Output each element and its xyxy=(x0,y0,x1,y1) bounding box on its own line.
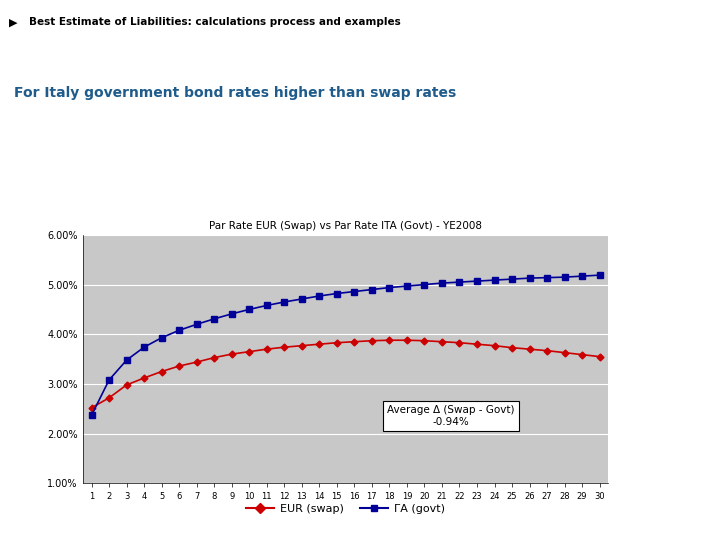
ΓA (govt) xyxy=(508,276,516,282)
ΓA (govt) xyxy=(192,321,201,328)
EUR (swap) xyxy=(455,340,464,346)
EUR (swap) xyxy=(525,346,534,353)
EUR (swap) xyxy=(315,341,324,347)
EUR (swap) xyxy=(333,340,341,346)
EUR (swap) xyxy=(560,349,569,356)
ΓA (govt) xyxy=(210,315,219,322)
EUR (swap) xyxy=(508,345,516,351)
ΓA (govt) xyxy=(543,274,552,281)
ΓA (govt) xyxy=(367,286,376,293)
ΓA (govt) xyxy=(472,278,481,285)
ΓA (govt) xyxy=(577,273,586,279)
ΓA (govt) xyxy=(490,277,499,284)
ΓA (govt) xyxy=(525,275,534,281)
EUR (swap) xyxy=(577,352,586,358)
EUR (swap) xyxy=(192,359,201,366)
EUR (swap) xyxy=(420,338,428,344)
EUR (swap) xyxy=(472,341,481,347)
ΓA (govt) xyxy=(438,280,446,286)
EUR (swap) xyxy=(402,337,411,343)
ΓA (govt) xyxy=(350,288,359,295)
ΓA (govt) xyxy=(105,377,114,383)
EUR (swap) xyxy=(280,344,289,350)
EUR (swap) xyxy=(385,337,394,343)
EUR (swap) xyxy=(543,347,552,354)
EUR (swap) xyxy=(490,342,499,349)
ΓA (govt) xyxy=(333,291,341,297)
EUR (swap) xyxy=(262,346,271,353)
ΓA (govt) xyxy=(87,412,96,418)
EUR (swap) xyxy=(210,354,219,361)
EUR (swap) xyxy=(87,404,96,411)
ΓA (govt) xyxy=(420,281,428,288)
Title: Par Rate EUR (Swap) vs Par Rate ITA (Govt) - YE2008: Par Rate EUR (Swap) vs Par Rate ITA (Gov… xyxy=(209,221,482,231)
EUR (swap) xyxy=(157,368,166,375)
ΓA (govt) xyxy=(315,293,324,299)
ΓA (govt) xyxy=(175,327,184,334)
ΓA (govt) xyxy=(280,299,289,305)
Line: ΓA (govt): ΓA (govt) xyxy=(89,272,603,418)
EUR (swap) xyxy=(438,339,446,345)
ΓA (govt) xyxy=(122,357,131,363)
EUR (swap) xyxy=(367,338,376,344)
EUR (swap) xyxy=(140,375,148,381)
Text: 46: 46 xyxy=(688,60,702,70)
ΓA (govt) xyxy=(560,274,569,280)
EUR (swap) xyxy=(228,351,236,357)
ΓA (govt) xyxy=(297,296,306,302)
ΓA (govt) xyxy=(595,272,604,279)
Text: Financial market situation at YE2008: a “dislocated” market: Financial market situation at YE2008: a … xyxy=(11,56,603,74)
EUR (swap) xyxy=(245,348,253,355)
Text: Best Estimate of Liabilities: calculations process and examples: Best Estimate of Liabilities: calculatio… xyxy=(29,17,400,28)
ΓA (govt) xyxy=(157,334,166,341)
Legend: EUR (swap), ΓA (govt): EUR (swap), ΓA (govt) xyxy=(242,500,449,518)
EUR (swap) xyxy=(350,339,359,345)
ΓA (govt) xyxy=(140,344,148,350)
ΓA (govt) xyxy=(385,285,394,291)
EUR (swap) xyxy=(105,395,114,401)
ΓA (govt) xyxy=(245,306,253,313)
EUR (swap) xyxy=(122,382,131,388)
Text: For Italy government bond rates higher than swap rates: For Italy government bond rates higher t… xyxy=(14,86,456,100)
ΓA (govt) xyxy=(455,279,464,285)
Text: Average Δ (Swap - Govt)
-0.94%: Average Δ (Swap - Govt) -0.94% xyxy=(387,406,515,427)
ΓA (govt) xyxy=(262,302,271,309)
Text: ▶: ▶ xyxy=(9,17,18,28)
EUR (swap) xyxy=(175,363,184,369)
ΓA (govt) xyxy=(402,283,411,289)
EUR (swap) xyxy=(297,342,306,349)
EUR (swap) xyxy=(595,353,604,360)
Line: EUR (swap): EUR (swap) xyxy=(89,338,602,410)
ΓA (govt) xyxy=(228,310,236,317)
